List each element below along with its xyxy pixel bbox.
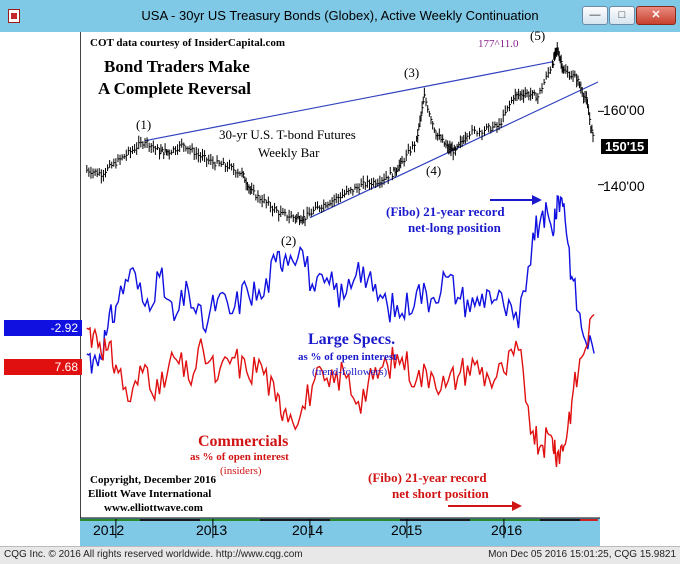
- x-axis-strip-3: [260, 519, 330, 521]
- status-right: Mon Dec 05 2016 15:01:25, CQG 15.9821: [488, 549, 676, 560]
- cot-credit: COT data courtesy of InsiderCapital.com: [90, 37, 286, 49]
- copyright-1: Copyright, December 2016: [90, 474, 216, 486]
- fibo-short-arrowhead: [512, 501, 522, 511]
- wave-2-label: (2): [281, 233, 297, 248]
- tbond-label-2: Weekly Bar: [258, 145, 320, 160]
- x-tick-2015: 2015: [391, 522, 423, 538]
- maximize-icon: □: [618, 9, 626, 21]
- price-tick-160: 160'00: [603, 102, 645, 118]
- fibo-short-label-2: net short position: [392, 486, 489, 501]
- commercials-line: [86, 314, 595, 468]
- tbond-label-1: 30-yr U.S. T-bond Futures: [219, 127, 356, 142]
- price-tick-140: 140'00: [603, 178, 645, 194]
- commercials-sub-1: as % of open interest: [190, 451, 289, 463]
- app-icon: [8, 9, 20, 23]
- headline-line-2: A Complete Reversal: [98, 79, 251, 98]
- x-axis-strip-6: [470, 519, 540, 521]
- window-title: USA - 30yr US Treasury Bonds (Globex), A…: [141, 8, 539, 23]
- copyright-3: www.elliottwave.com: [104, 502, 203, 514]
- maximize-button[interactable]: □: [609, 6, 635, 25]
- commercials-last-value: 7.68: [4, 359, 82, 375]
- x-axis-strip-7: [540, 519, 580, 521]
- x-axis-strip-1: [140, 519, 200, 521]
- plot-area: [80, 32, 601, 518]
- minimize-icon: —: [589, 9, 601, 21]
- fibo-short-label-1: (Fibo) 21-year record: [368, 470, 487, 485]
- wave-1-label: (1): [136, 117, 152, 132]
- x-tick-2014: 2014: [292, 522, 324, 538]
- close-button[interactable]: ✕: [636, 6, 676, 25]
- upper-trendline: [144, 61, 553, 142]
- fibo-long-label-1: (Fibo) 21-year record: [386, 204, 505, 219]
- commercials-sub-2: (insiders): [220, 465, 262, 477]
- copyright-2: Elliott Wave International: [88, 488, 212, 500]
- minimize-button[interactable]: —: [582, 6, 608, 25]
- status-left: CQG Inc. © 2016 All rights reserved worl…: [4, 549, 303, 560]
- wave-5-label: (5): [530, 28, 546, 43]
- close-icon: ✕: [651, 9, 661, 21]
- large-specs-last-value: -2.92: [4, 320, 82, 336]
- x-tick-2012: 2012: [93, 522, 125, 538]
- large-specs-line: [86, 194, 595, 374]
- commercials-label: Commercials: [198, 433, 289, 450]
- large-specs-sub-2: (trend-followers): [312, 366, 388, 378]
- wave-3-label: (3): [404, 65, 420, 80]
- peak-price-label: 177^11.0: [478, 38, 519, 50]
- left-margin: [0, 32, 80, 546]
- headline-line-1: Bond Traders Make: [104, 57, 250, 76]
- x-axis-strip-8: [580, 519, 598, 521]
- window-titlebar[interactable]: USA - 30yr US Treasury Bonds (Globex), A…: [0, 0, 680, 32]
- large-specs-label: Large Specs.: [308, 331, 396, 348]
- x-axis-strip-5: [400, 519, 470, 521]
- x-axis-strip-0: [80, 519, 140, 521]
- large-specs-sub-1: as % of open interest: [298, 351, 397, 363]
- price-axis-area: [600, 32, 680, 546]
- x-axis-strip-4: [330, 519, 400, 521]
- price-last-value: 150'15: [601, 139, 649, 154]
- wave-4-label: (4): [426, 163, 442, 178]
- status-bar: CQG Inc. © 2016 All rights reserved worl…: [0, 546, 680, 564]
- x-tick-2016: 2016: [491, 522, 523, 538]
- fibo-long-label-2: net-long position: [408, 220, 501, 235]
- fibo-long-arrowhead: [532, 195, 542, 205]
- x-tick-2013: 2013: [196, 522, 228, 538]
- x-axis-strip-2: [200, 519, 260, 521]
